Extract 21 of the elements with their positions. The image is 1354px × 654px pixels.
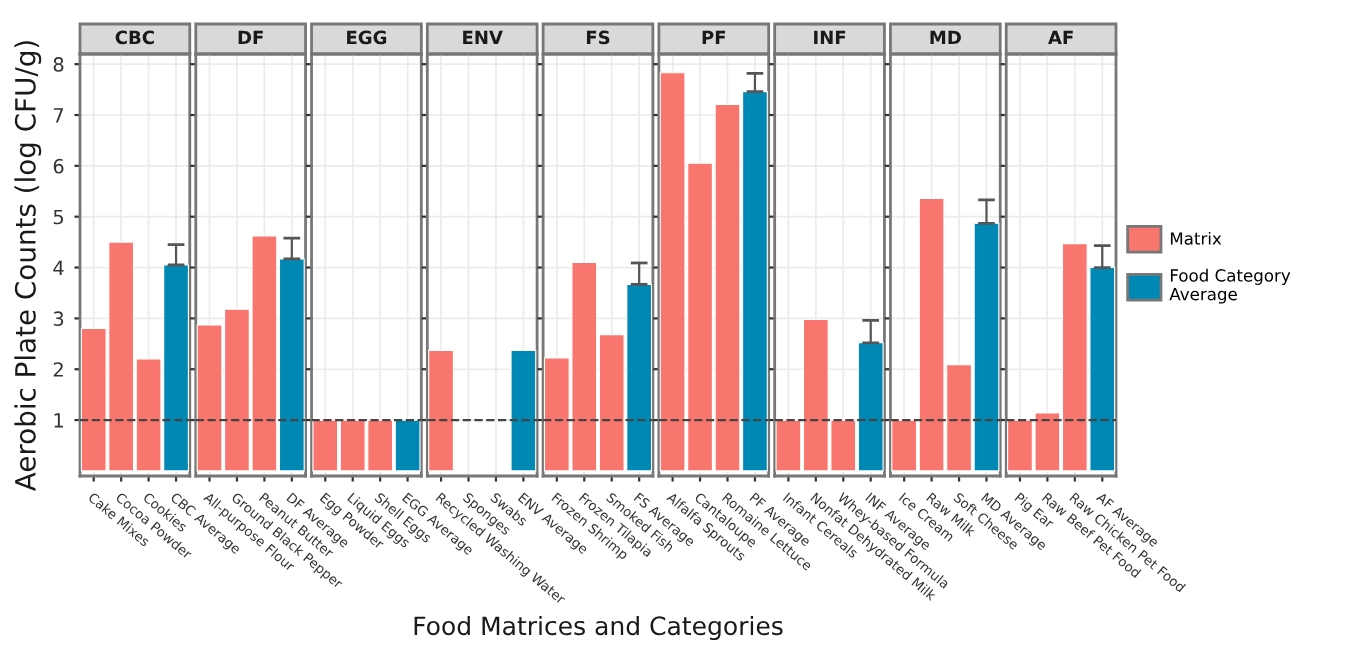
legend-label: Matrix — [1170, 231, 1222, 245]
chart-title: AF — [1048, 30, 1073, 44]
y-tick-label: 2 — [53, 362, 63, 377]
y-tick-label: 5 — [53, 209, 64, 225]
y-tick-label: 6 — [53, 158, 64, 174]
y-tick-label: 4 — [53, 260, 64, 275]
y-tick-label: 3 — [53, 311, 64, 327]
chart-title: MD — [930, 30, 961, 44]
chart-title: PF — [702, 30, 726, 44]
y-tick-label: 7 — [53, 108, 64, 123]
y-tick-label: 8 — [53, 57, 64, 72]
chart-title: FS — [586, 30, 610, 45]
chart-title: INF — [814, 30, 846, 44]
chart-title: EGG — [347, 30, 387, 45]
y-tick-label: 1 — [54, 413, 63, 428]
x-axis-title: Food Matrices and Categories — [414, 615, 783, 641]
legend-label: Food Category Average — [1169, 268, 1291, 304]
chart-title: DF — [238, 30, 263, 44]
y-axis-title: Aerobic Plate Counts (log CFU/g) — [14, 41, 42, 492]
chart-title: CBC — [115, 30, 154, 45]
chart-title: ENV — [463, 30, 503, 44]
